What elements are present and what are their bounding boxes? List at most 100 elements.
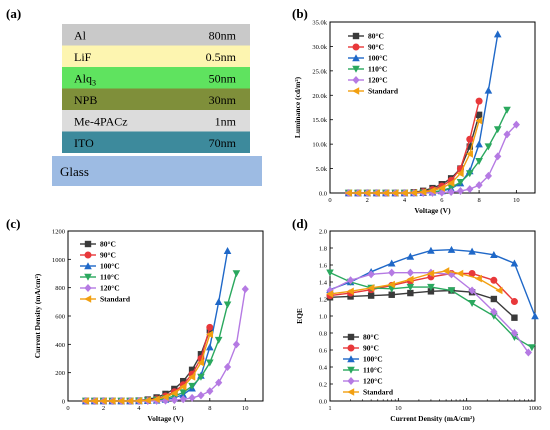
series-standard	[81, 330, 214, 405]
legend-marker	[352, 32, 360, 40]
x-tick-label: 8	[208, 405, 211, 412]
data-point-standard	[99, 397, 107, 405]
series-110-c	[326, 269, 536, 352]
y-tick-label: 1000	[52, 257, 65, 264]
series-80-c	[82, 326, 214, 405]
y-tick-label: 800	[55, 285, 65, 292]
data-point-110-c	[326, 269, 334, 277]
data-point-standard	[400, 189, 408, 197]
y-tick-label: 35.0k	[312, 20, 327, 27]
x-tick-label: 4	[137, 405, 141, 412]
layer-me-4pacz-thickness: 1nm	[215, 114, 237, 128]
data-point-90-c	[206, 323, 214, 331]
x-axis-label: Voltage (V)	[147, 414, 184, 423]
legend: 80°C 90°C 100°C 110°C 120°C Standard	[343, 333, 394, 397]
legend-entry-90-c: 90°C	[348, 43, 384, 52]
glass-substrate-label: Glass	[60, 164, 89, 179]
data-point-110-c	[197, 373, 205, 381]
layer-me-4pacz-rect	[62, 110, 250, 132]
data-point-100-c	[490, 251, 498, 258]
data-point-standard	[406, 275, 414, 284]
series-line-100-c	[329, 248, 536, 317]
data-point-90-c	[510, 298, 518, 306]
series-line-90-c	[329, 272, 515, 303]
data-point-standard	[161, 393, 169, 401]
legend-label: 110°C	[363, 366, 382, 375]
legend-marker	[352, 65, 360, 73]
data-point-standard	[372, 189, 380, 197]
data-point-80-c	[180, 377, 187, 385]
data-point-120-c	[215, 378, 223, 387]
legend-entry-120-c: 120°C	[80, 284, 120, 293]
x-axis-label: Current Density (mA/cm²)	[390, 414, 475, 423]
layer-lif-name: LiF	[74, 50, 92, 64]
data-point-standard	[442, 267, 450, 275]
legend-entry-120-c: 120°C	[348, 76, 388, 85]
data-point-100-c	[493, 30, 502, 38]
x-tick-label: 8	[477, 197, 480, 204]
y-tick-label: 5.0k	[316, 166, 328, 173]
layer-lif-rect	[62, 45, 250, 67]
data-point-120-c	[510, 329, 519, 337]
series-120-c	[326, 268, 532, 357]
data-point-120-c	[241, 285, 249, 294]
data-point-standard	[81, 397, 89, 405]
data-point-80-c	[475, 111, 483, 119]
x-axis: 1 10 100 1000	[328, 398, 542, 412]
y-tick-label: 0.0	[319, 191, 327, 198]
data-point-standard	[387, 280, 395, 289]
series-90-c	[82, 323, 214, 405]
y-tick-label: 400	[55, 342, 65, 349]
plot-frame	[67, 230, 264, 402]
layer-alq-rect	[62, 67, 250, 89]
series-standard	[344, 116, 483, 197]
panel-c-label: (c)	[6, 216, 20, 231]
layer-al-name: Al	[74, 28, 87, 42]
eqe-current-density-chart: (d)0.00.20.40.60.81.01.21.41.61.82.01 10 1…	[292, 216, 542, 423]
layer-al-rect	[62, 24, 250, 46]
layer-ito-name: ITO	[74, 136, 94, 150]
data-point-100-c	[510, 259, 519, 267]
legend-entry-90-c: 90°C	[343, 344, 379, 353]
x-tick-label: 2	[102, 405, 105, 412]
x-axis-label: Voltage (V)	[414, 206, 451, 215]
data-point-100-c	[475, 140, 483, 148]
data-point-100-c	[214, 298, 223, 306]
data-point-120-c	[223, 363, 232, 371]
layer-me-4pacz-name: Me-4PACz	[74, 114, 128, 128]
data-point-110-c	[528, 344, 536, 352]
data-point-standard	[410, 188, 418, 197]
data-point-100-c	[468, 247, 476, 255]
series-line-120-c	[85, 288, 246, 402]
data-point-80-c	[367, 292, 375, 299]
y-tick-label: 0.0	[319, 399, 327, 406]
data-point-110-c	[484, 143, 493, 151]
data-point-standard	[475, 116, 483, 125]
legend-marker	[347, 366, 355, 374]
y-tick-label: 0.8	[319, 331, 327, 338]
layer-alq-thickness: 50nm	[209, 71, 237, 85]
data-point-standard	[427, 269, 435, 278]
layer-ito-rect	[62, 131, 250, 153]
series-line-120-c	[348, 124, 517, 194]
y-tick-label: 1.2	[319, 297, 327, 304]
y-tick-label: 1200	[52, 229, 65, 236]
data-point-standard	[474, 274, 482, 283]
luminance-voltage-chart: (b) 0.0 5.0k 10.0k 15.0k 20.0k 25.0k 30.0k 35.0k…	[292, 6, 536, 215]
data-point-110-c	[503, 106, 511, 114]
x-tick-label: 1	[328, 405, 331, 412]
x-tick-label: 100	[462, 405, 472, 412]
data-point-standard	[363, 189, 371, 197]
data-point-120-c	[466, 185, 474, 194]
layer-npb-thickness: 30nm	[209, 93, 237, 107]
layer-alq: Alq3 50nm	[62, 67, 250, 89]
legend-marker	[347, 344, 355, 352]
device-stack-panel: (a) Al 80nm LiF 0.5nm Alq3 50nm NPB 30nm Me-4PAC…	[6, 6, 262, 186]
y-tick-label: 15.0k	[312, 117, 327, 124]
y-axis: 0.0 5.0k 10.0k 15.0k 20.0k 25.0k 30.0k 35.0k	[312, 20, 333, 198]
data-point-110-c	[232, 270, 241, 278]
data-point-120-c	[406, 268, 414, 277]
data-point-standard	[117, 397, 125, 405]
data-point-standard	[447, 179, 455, 188]
legend-marker	[84, 273, 92, 281]
